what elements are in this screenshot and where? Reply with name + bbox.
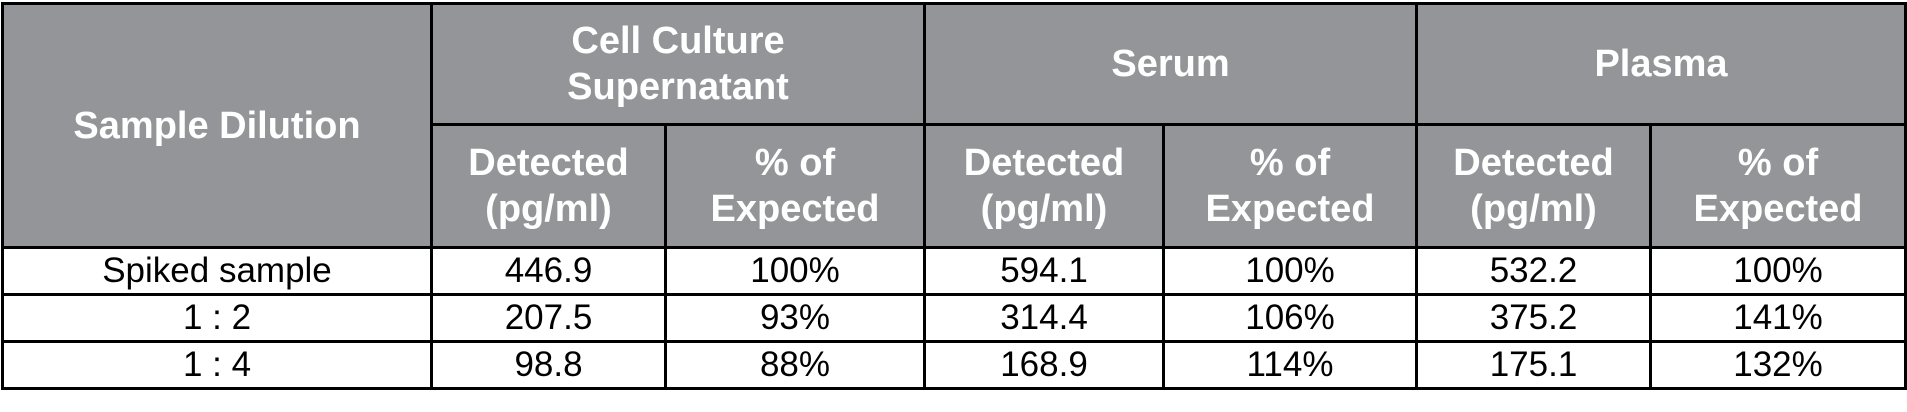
- subheader: % of Expected: [664, 123, 926, 249]
- data-cell: 207.5: [430, 293, 667, 343]
- group-header: Serum: [923, 2, 1418, 126]
- data-cell: 93%: [664, 293, 926, 343]
- data-row: Spiked sample 446.9 100% 594.1 100% 532.2 100%: [1, 246, 1907, 296]
- data-cell: 88%: [664, 340, 926, 390]
- group-row: Sample Dilution Cell Culture Supernatant…: [1, 2, 1907, 249]
- data-cell: 175.1: [1415, 340, 1652, 390]
- table-body: Spiked sample 446.9 100% 594.1 100% 532.2 100%…: [1, 246, 1907, 390]
- data-cell: 168.9: [923, 340, 1165, 390]
- data-cell: 106%: [1162, 293, 1418, 343]
- data-cell: 532.2: [1415, 246, 1652, 296]
- data-cell: 375.2: [1415, 293, 1652, 343]
- data-cell: 100%: [664, 246, 926, 296]
- subheader: Detected (pg/ml): [923, 123, 1165, 249]
- data-cell: 141%: [1649, 293, 1907, 343]
- row-label: 1 : 4: [1, 340, 433, 390]
- group-header: Plasma: [1415, 2, 1907, 126]
- row-label: 1 : 2: [1, 293, 433, 343]
- subheader: Detected (pg/ml): [1415, 123, 1652, 249]
- data-cell: 132%: [1649, 340, 1907, 390]
- subheader: Detected (pg/ml): [430, 123, 667, 249]
- data-cell: 446.9: [430, 246, 667, 296]
- subheader: % of Expected: [1162, 123, 1418, 249]
- data-cell: 100%: [1162, 246, 1418, 296]
- data-row: 1 : 2 207.5 93% 314.4 106% 375.2 141%: [1, 293, 1907, 343]
- subheader-row: Detected (pg/ml)% of Expected Detected (p…: [3, 123, 1907, 249]
- row-label: Spiked sample: [1, 246, 433, 296]
- data-cell: 100%: [1649, 246, 1907, 296]
- subheader: % of Expected: [1649, 123, 1907, 249]
- table-header: Sample Dilution Cell Culture Supernatant…: [1, 2, 1907, 249]
- corner-header: Sample Dilution: [1, 2, 433, 249]
- data-cell: 98.8: [430, 340, 667, 390]
- data-cell: 114%: [1162, 340, 1418, 390]
- data-cell: 594.1: [923, 246, 1165, 296]
- data-row: 1 : 4 98.8 88% 168.9 114% 175.1 132%: [1, 340, 1907, 390]
- recovery-table: Sample Dilution Cell Culture Supernatant…: [1, 2, 1907, 390]
- data-cell: 314.4: [923, 293, 1165, 343]
- group-header: Cell Culture Supernatant: [430, 2, 926, 126]
